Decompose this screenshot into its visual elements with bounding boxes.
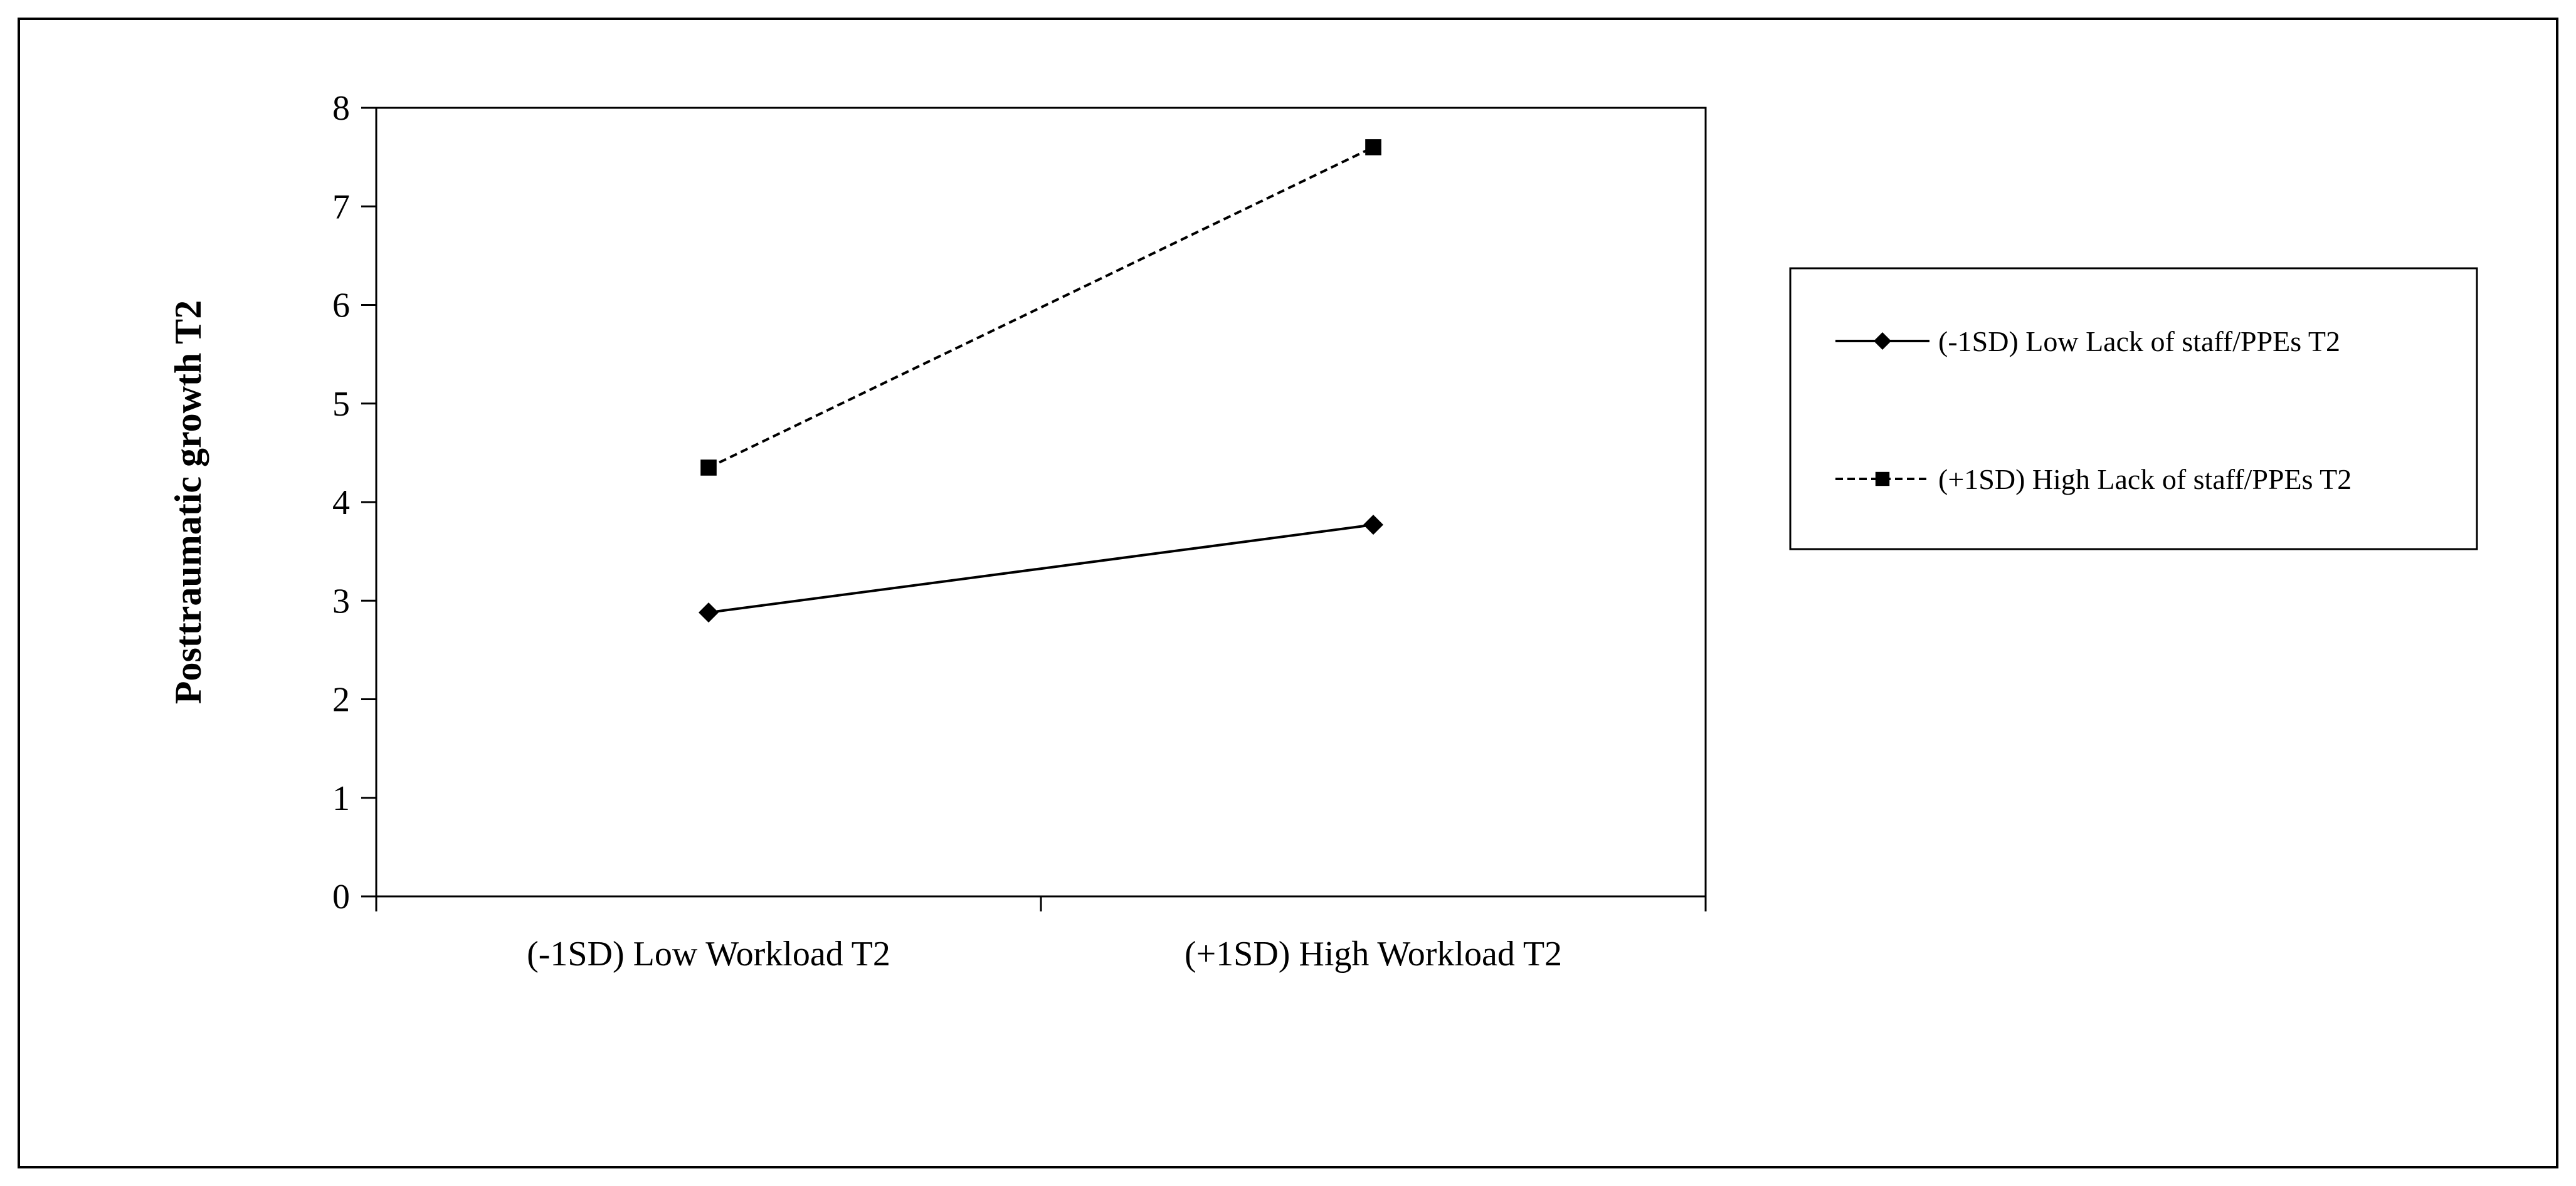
data-point <box>700 459 717 476</box>
legend-items: (-1SD) Low Lack of staff/PPEs T2 (+1SD) H… <box>1835 325 2352 495</box>
series-2 <box>700 139 1381 476</box>
series-layer <box>699 139 1383 623</box>
y-axis-ticks: 0 1 2 3 4 5 6 7 8 <box>332 89 376 916</box>
y-tick-label: 2 <box>332 681 350 720</box>
legend-swatch-marker <box>1875 471 1890 486</box>
data-point <box>699 602 719 623</box>
series-line <box>708 146 1374 469</box>
y-tick-label: 0 <box>332 878 350 916</box>
data-point <box>1363 515 1383 535</box>
x-axis-ticks: (-1SD) Low Workload T2 (+1SD) High Worklo… <box>375 896 1707 973</box>
x-tick-label: (-1SD) Low Workload T2 <box>527 935 890 973</box>
data-point <box>1365 139 1381 155</box>
figure-border <box>18 18 2558 1168</box>
legend-swatch-marker <box>1874 332 1891 350</box>
x-tick-label: (+1SD) High Workload T2 <box>1185 935 1562 973</box>
legend-label: (-1SD) Low Lack of staff/PPEs T2 <box>1938 325 2340 357</box>
legend-item-2: (+1SD) High Lack of staff/PPEs T2 <box>1835 463 2352 495</box>
series-1 <box>699 515 1383 623</box>
y-tick-label: 6 <box>332 286 350 325</box>
y-axis-title: Posttraumatic growth T2 <box>167 300 209 704</box>
legend-label: (+1SD) High Lack of staff/PPEs T2 <box>1938 463 2352 495</box>
y-tick-label: 7 <box>332 187 350 226</box>
y-tick-label: 8 <box>332 89 350 128</box>
y-tick-label: 5 <box>332 385 350 424</box>
legend-item-1: (-1SD) Low Lack of staff/PPEs T2 <box>1835 325 2340 357</box>
series-line <box>708 523 1374 614</box>
legend-box <box>1789 267 2478 550</box>
legend: (-1SD) Low Lack of staff/PPEs T2 (+1SD) H… <box>1789 267 2478 550</box>
y-tick-label: 3 <box>332 582 350 621</box>
y-tick-label: 4 <box>332 483 350 522</box>
y-tick-label: 1 <box>332 779 350 818</box>
